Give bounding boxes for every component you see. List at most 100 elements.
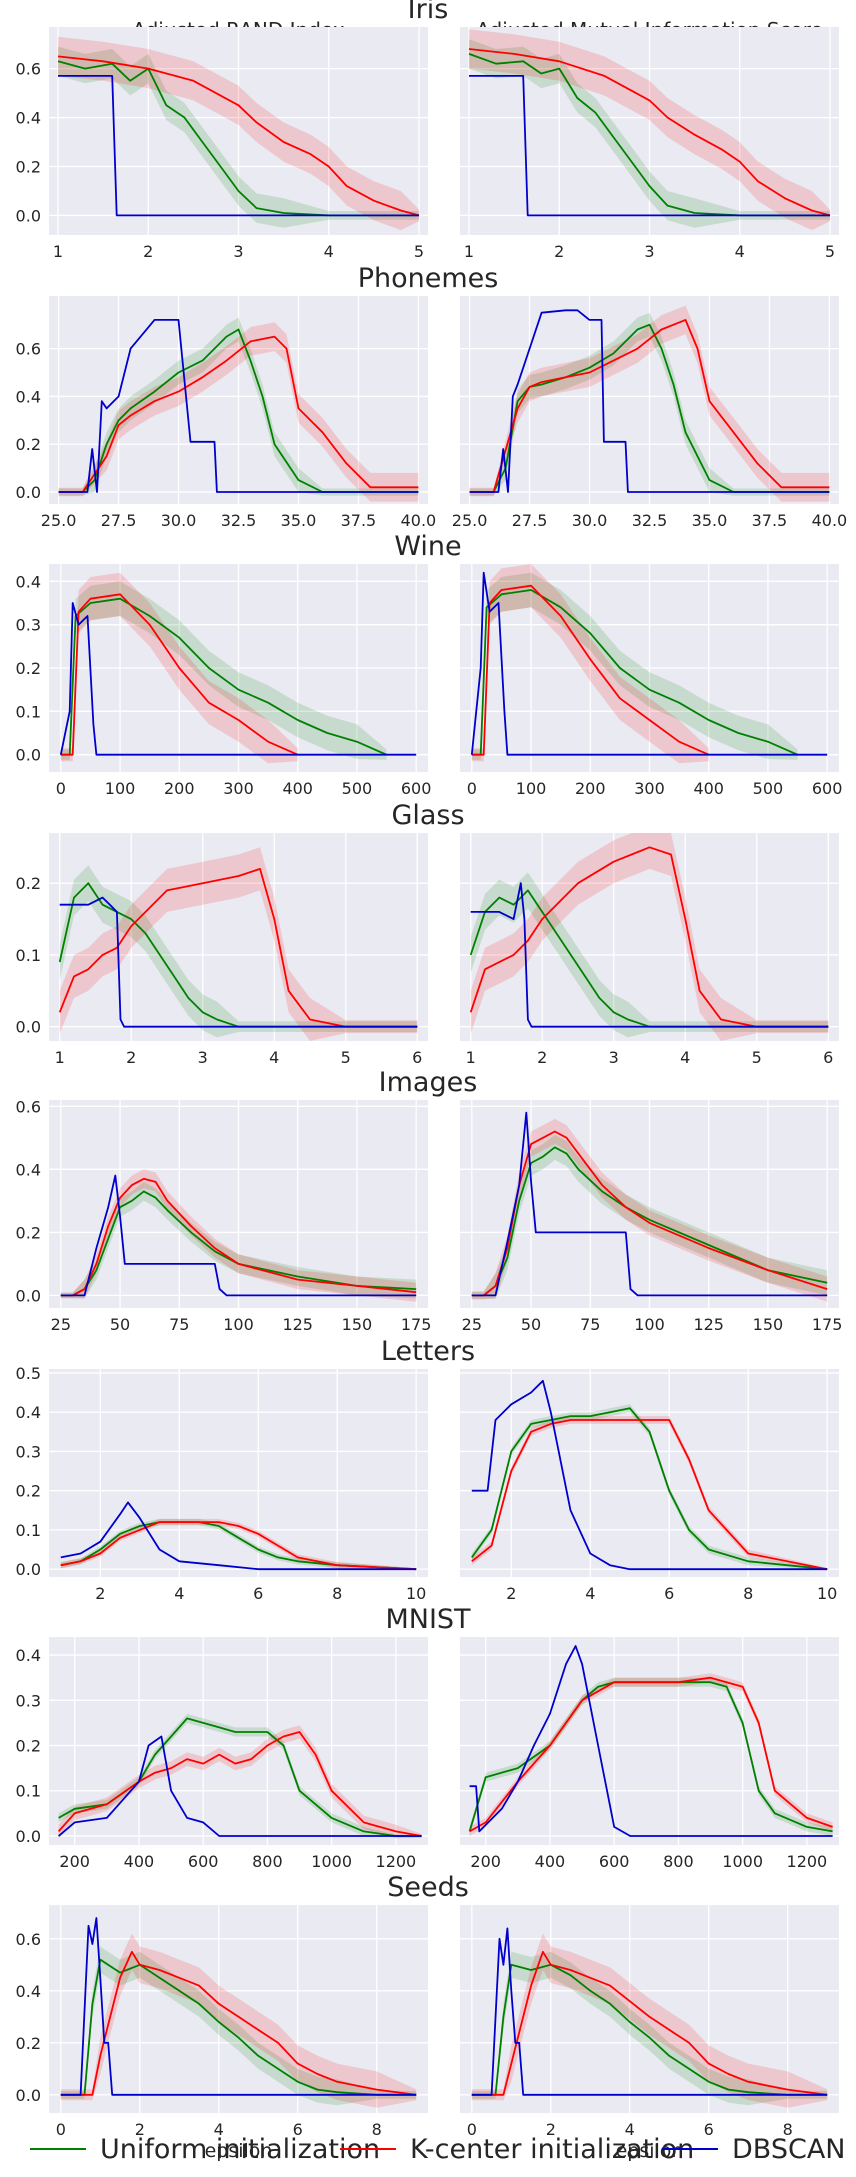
y-tick-label: 0.0: [16, 1286, 41, 1305]
confidence-band: [471, 572, 798, 760]
x-tick-label: 4: [625, 2120, 635, 2139]
x-tick-label: 8: [783, 2120, 793, 2139]
x-tick-label: 2: [506, 1584, 516, 1603]
y-tick-label: 0.4: [16, 109, 41, 128]
x-tick-label: 1: [55, 1048, 65, 1067]
x-tick-label: 600: [401, 779, 432, 798]
x-tick-label: 30.0: [572, 511, 608, 530]
x-tick-label: 35.0: [281, 511, 317, 530]
plot-area: [49, 1637, 428, 1845]
y-tick-label: 0.0: [16, 483, 41, 502]
confidence-band: [59, 865, 418, 1038]
x-tick-label: 200: [470, 1852, 501, 1871]
panel-seeds-ari: 0 2 4 6 8 0.0 0.2 0.4 0.6 epsilon: [16, 1905, 428, 2162]
x-tick-label: 27.5: [101, 511, 137, 530]
panel-iris-ari: 1 2 3 4 5 0.0 0.2 0.4 0.6: [16, 27, 428, 261]
confidence-band: [469, 305, 830, 502]
x-axis-label: epsilon: [205, 2140, 273, 2162]
x-tick-label: 0: [467, 779, 477, 798]
y-tick-label: 0.2: [16, 435, 41, 454]
y-tick-label: 0.2: [16, 1482, 41, 1501]
y-tick-label: 0.6: [16, 60, 41, 79]
x-tick-label: 40.0: [401, 511, 437, 530]
x-tick-label: 37.5: [752, 511, 788, 530]
panel-wine-ari: 0 100 200 300 400 500 600 0.0 0.1 0.2 0.3 0.4: [16, 564, 432, 798]
confidence-band: [58, 322, 419, 502]
x-tick-label: 175: [401, 1315, 432, 1334]
x-tick-label: 50: [110, 1315, 130, 1334]
series-line-k-center-initialization: [60, 1521, 417, 1571]
panel-phonemes-ari: 25.0 27.5 30.0 32.5 35.0 37.5 40.0 0.0 0.2 0.4 0.6: [16, 296, 437, 530]
confidence-band: [58, 36, 419, 231]
legend-label: Uniform initialization: [100, 2134, 380, 2165]
x-tick-label: 75: [580, 1315, 600, 1334]
x-tick-label: 32.5: [632, 511, 668, 530]
series-line-dbscan: [58, 75, 419, 217]
series-line-k-center-initialization: [469, 1676, 833, 1833]
x-tick-label: 2: [143, 242, 153, 261]
x-tick-label: 600: [599, 1852, 630, 1871]
x-tick-label: 4: [585, 1584, 595, 1603]
y-tick-label: 0.0: [16, 1018, 41, 1037]
x-tick-label: 6: [293, 2120, 303, 2139]
x-tick-label: 175: [812, 1315, 843, 1334]
series-line-dbscan: [60, 1917, 417, 2096]
chart-row-mnist: MNIST 200 400 600 800 1000 1200 0.0 0.1 0.2 0.3 0.4…: [16, 1604, 839, 1871]
x-tick-label: 800: [252, 1852, 283, 1871]
dataset-title: Seeds: [387, 1872, 469, 1903]
x-tick-label: 400: [535, 1852, 566, 1871]
x-tick-label: 5: [341, 1048, 351, 1067]
x-tick-label: 8: [743, 1584, 753, 1603]
y-tick-label: 0.2: [16, 874, 41, 893]
series-line-dbscan: [471, 1379, 828, 1571]
x-tick-label: 40.0: [812, 511, 848, 530]
confidence-band: [469, 1677, 833, 1836]
x-tick-label: 6: [412, 1048, 422, 1067]
x-tick-label: 25.0: [41, 511, 77, 530]
dataset-title: Phonemes: [358, 263, 499, 294]
x-tick-label: 25: [51, 1315, 71, 1334]
series-line-dbscan: [469, 309, 830, 493]
x-tick-label: 4: [174, 1584, 184, 1603]
series-line-k-center-initialization: [471, 584, 710, 756]
series-line-k-center-initialization: [469, 318, 830, 493]
x-tick-label: 2: [554, 242, 564, 261]
series-line-dbscan: [469, 75, 830, 217]
x-tick-label: 75: [169, 1315, 189, 1334]
legend-label: K-center initialization: [410, 2134, 694, 2165]
plot-area: [49, 1369, 428, 1577]
panel-images-ari: 25 50 75 100 125 150 175 0.0 0.2 0.4 0.6: [16, 1097, 432, 1334]
confidence-band: [470, 833, 829, 1041]
confidence-band: [471, 1951, 828, 2106]
panel-iris-ami: 1 2 3 4 5: [460, 27, 839, 261]
confidence-band: [60, 1933, 417, 2108]
series-line-dbscan: [471, 1927, 828, 2096]
x-tick-label: 500: [342, 779, 373, 798]
y-tick-label: 0.2: [16, 659, 41, 678]
x-tick-label: 6: [253, 1584, 263, 1603]
x-tick-label: 300: [223, 779, 254, 798]
legend-item: DBSCAN: [662, 2134, 846, 2165]
series-line-uniform-initialization: [469, 889, 829, 1028]
dataset-title: MNIST: [385, 1604, 471, 1635]
x-tick-label: 3: [198, 1048, 208, 1067]
legend-item: Uniform initialization: [30, 2134, 380, 2165]
confidence-band: [469, 39, 830, 228]
x-tick-label: 300: [634, 779, 665, 798]
y-tick-label: 0.4: [16, 572, 41, 591]
y-tick-label: 0.2: [16, 1737, 41, 1756]
series-line-dbscan: [58, 318, 419, 493]
chart-row-wine: Wine 0 100 200 300 400 500 600 0.0 0.1 0.2 0.3 0.4 0 1…: [16, 531, 843, 798]
y-tick-label: 0.6: [16, 1930, 41, 1949]
y-tick-label: 0.0: [16, 2086, 41, 2105]
y-tick-label: 0.1: [16, 1521, 41, 1540]
panel-seeds-ami: 0 2 4 6 8 epsilon: [460, 1905, 839, 2162]
x-tick-label: 6: [823, 1048, 833, 1067]
x-tick-label: 600: [812, 779, 843, 798]
x-tick-label: 100: [634, 1315, 665, 1334]
chart-row-seeds: Seeds 0 2 4 6 8 0.0 0.2 0.4 0.6 epsilon 0 2 4 6 8 epsilo…: [16, 1872, 839, 2162]
series-line-k-center-initialization: [60, 1177, 417, 1297]
series-line-uniform-initialization: [471, 1407, 828, 1571]
series-line-k-center-initialization: [468, 48, 831, 217]
